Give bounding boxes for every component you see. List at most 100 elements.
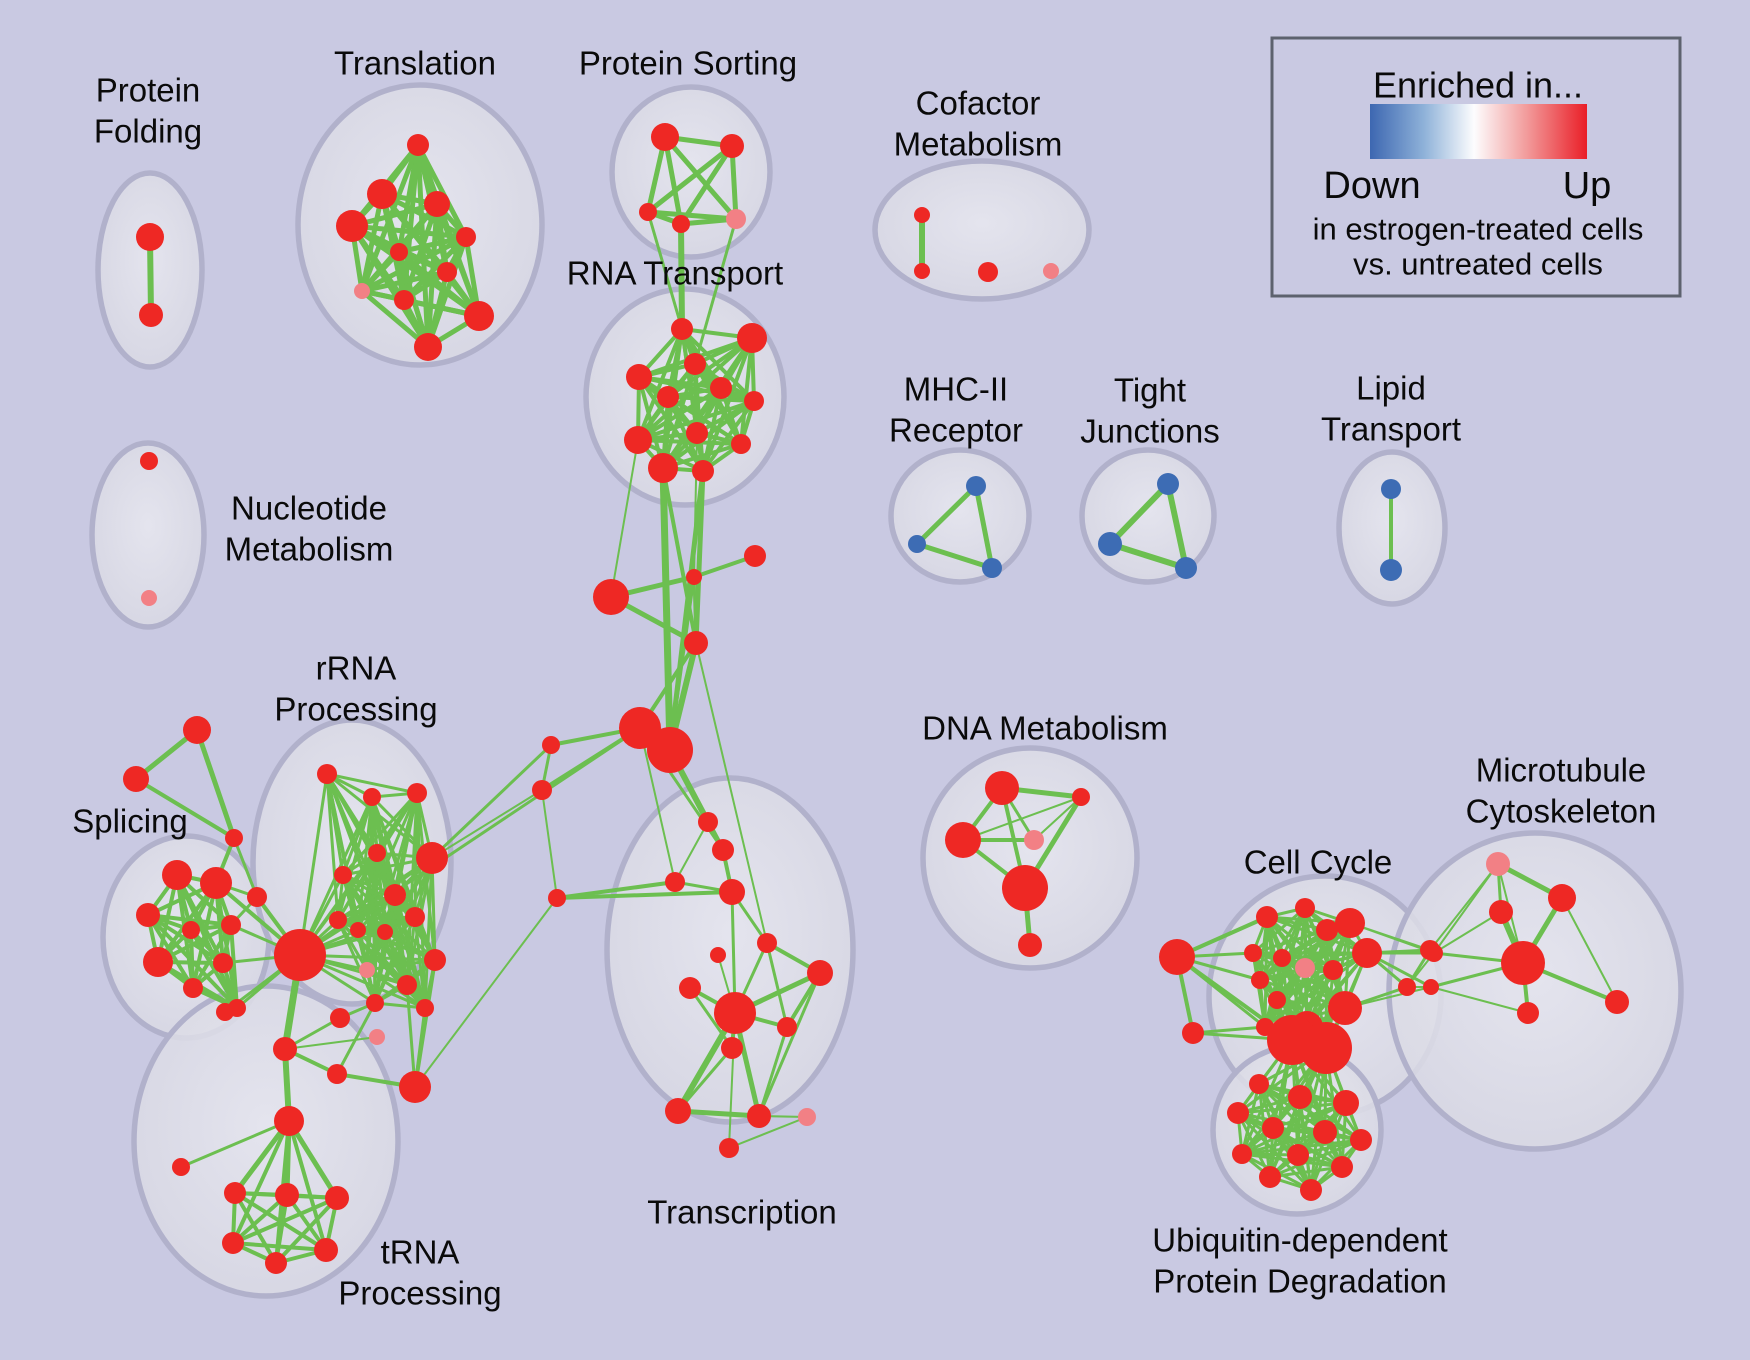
edge-tx11-tx12: [676, 1046, 734, 1113]
gene-set-node-j3: [982, 558, 1002, 578]
edge-x2-x3: [134, 777, 236, 840]
gene-set-node-ub1: [1249, 1074, 1269, 1094]
edge-n2-n6: [233, 1191, 278, 1265]
gene-set-node-mt2: [1548, 884, 1576, 912]
edge-tx12-tx13: [675, 1108, 762, 1119]
edge-p1-p5: [662, 134, 739, 222]
gene-set-node-n3: [275, 1183, 299, 1207]
gene-set-node-p4: [672, 215, 690, 233]
edge-u2-r16: [335, 1001, 377, 1076]
gene-set-node-tx1: [698, 812, 718, 832]
edge-p2-p3: [645, 143, 735, 215]
edge-t6-t9: [401, 234, 469, 303]
legend-down-label: Down: [1323, 165, 1420, 207]
gene-set-node-tx14: [798, 1108, 816, 1126]
gene-set-node-cc10: [1251, 971, 1269, 989]
gene-set-node-rt9: [624, 426, 652, 454]
gene-set-node-rt1: [671, 318, 693, 340]
gene-set-node-r10: [377, 924, 393, 940]
edge-tx8-tx13: [757, 971, 822, 1118]
cluster-label-nucleotide-metabolism-line1: Nucleotide: [231, 490, 387, 527]
gene-set-node-cc8: [1335, 908, 1365, 938]
gene-set-node-cc7: [1316, 919, 1338, 941]
gene-set-node-t4: [336, 210, 368, 242]
gene-set-node-t7: [437, 262, 457, 282]
gene-set-node-tx5: [710, 947, 726, 963]
gene-set-node-nm2: [141, 590, 157, 606]
edge-n0-n1: [179, 1119, 291, 1169]
gene-set-node-t8: [354, 283, 370, 299]
edge-r14-r17: [365, 968, 427, 1010]
edge-n0-n7: [287, 1119, 328, 1252]
gene-set-node-tx12: [665, 1098, 691, 1124]
legend-up-label: Up: [1563, 165, 1612, 207]
gene-set-node-x2: [123, 766, 149, 792]
edge-r13-r14: [365, 958, 437, 972]
edge-r1-r12: [298, 772, 329, 957]
gene-set-node-d1: [985, 771, 1019, 805]
edge-t5-t6: [396, 234, 469, 255]
edge-rt4-rt12: [637, 375, 705, 473]
gene-set-node-p2: [720, 134, 744, 158]
gene-set-node-s7: [213, 953, 233, 973]
edge-j1-j2: [914, 483, 979, 547]
cluster-label-cell-cycle-line1: Cell Cycle: [1244, 844, 1393, 881]
legend: Enriched in... Down Up in estrogen-treat…: [1270, 36, 1682, 298]
gene-set-node-s8: [183, 978, 203, 998]
gene-set-node-pf2: [139, 303, 163, 327]
edge-rt2-rt10: [739, 336, 754, 446]
edge-r11-r15: [405, 915, 417, 987]
gene-set-node-p5: [726, 209, 746, 229]
edge-tx1-tx3: [674, 821, 709, 883]
gene-set-node-cc5: [1244, 944, 1262, 962]
gene-set-node-r17: [416, 999, 434, 1017]
gene-set-node-r16: [366, 994, 384, 1012]
gene-set-node-j2: [908, 535, 926, 553]
gene-set-node-t10: [464, 301, 494, 331]
gene-set-node-u3: [399, 1071, 431, 1103]
gene-set-node-ub12: [1300, 1179, 1322, 1201]
gene-set-node-tx3: [665, 872, 685, 892]
gene-set-node-ub9: [1287, 1144, 1309, 1166]
cluster-label-rrna-processing-line1: rRNA: [316, 650, 397, 687]
gene-set-node-tx4: [719, 879, 745, 905]
gene-set-node-d5: [1002, 865, 1048, 911]
gene-set-node-j1: [966, 476, 986, 496]
cluster-label-lipid-transport-line1: Lipid: [1356, 370, 1426, 407]
edge-rt1-rt7: [680, 327, 756, 403]
edge-m5-tx3: [639, 727, 676, 883]
gene-set-node-rt7: [744, 391, 764, 411]
edge-u3-r15: [405, 983, 417, 1089]
gene-set-node-d6: [1018, 933, 1042, 957]
gene-set-node-tx7: [679, 977, 701, 999]
gene-set-node-m6: [647, 727, 693, 773]
gene-set-node-r1: [317, 764, 337, 784]
edge-p3-rt1: [646, 210, 684, 331]
edge-ct2-mt6: [1430, 986, 1529, 1014]
gene-set-node-x1: [183, 716, 211, 744]
cluster-label-trna-processing-line1: tRNA: [381, 1234, 460, 1271]
legend-subtitle-line2: vs. untreated cells: [1353, 247, 1603, 282]
edge-n0-n5: [231, 1119, 291, 1245]
gene-set-node-pf1: [136, 223, 164, 251]
gene-set-node-tx8: [807, 960, 833, 986]
cluster-label-dna-metabolism-line1: DNA Metabolism: [922, 710, 1168, 747]
gene-set-node-ub4: [1227, 1102, 1249, 1124]
cluster-label-tight-junctions-line1: Tight: [1114, 372, 1186, 409]
gene-set-node-r4: [368, 844, 386, 862]
gene-set-node-u5: [330, 1008, 350, 1028]
gene-set-node-r9: [350, 922, 366, 938]
gene-set-node-n5: [222, 1232, 244, 1254]
gene-set-node-d2: [1072, 788, 1090, 806]
edge-u4-u1: [284, 1036, 378, 1050]
edge-r12-m5: [298, 726, 642, 957]
gene-set-node-n1: [172, 1158, 190, 1176]
gene-set-node-s4: [182, 921, 200, 939]
edge-x3-s10: [232, 836, 259, 899]
gene-set-node-s1: [162, 860, 192, 890]
gene-set-node-d3: [945, 822, 981, 858]
cluster-label-protein-sorting-line1: Protein Sorting: [579, 45, 797, 82]
edge-s5-s8: [191, 923, 233, 990]
gene-set-node-ct2: [1423, 979, 1439, 995]
